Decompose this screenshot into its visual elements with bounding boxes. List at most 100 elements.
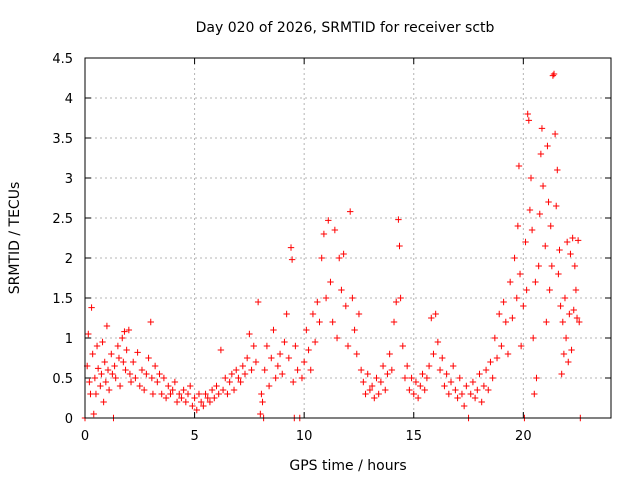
data-point (178, 394, 185, 402)
data-point (250, 342, 257, 350)
data-point (237, 378, 244, 386)
x-tick-label: 5 (190, 429, 198, 444)
data-point (531, 390, 538, 398)
data-point (184, 390, 192, 398)
data-point (485, 386, 492, 394)
data-point (366, 386, 374, 394)
y-tick-label: 1.5 (52, 292, 73, 307)
data-point (322, 294, 330, 302)
data-point (520, 302, 527, 310)
data-point (506, 278, 514, 286)
data-point (542, 242, 549, 250)
data-point (496, 310, 503, 318)
data-point (456, 374, 463, 382)
data-point (566, 310, 573, 318)
data-point (189, 402, 196, 410)
data-point (371, 394, 378, 402)
data-point (434, 338, 442, 346)
data-point (252, 358, 260, 366)
data-point (529, 334, 537, 342)
data-point (482, 366, 490, 374)
data-point (573, 314, 581, 322)
data-point (202, 390, 209, 398)
data-point (219, 386, 227, 394)
data-point (554, 166, 561, 174)
data-point (436, 366, 444, 374)
data-point (309, 310, 317, 318)
data-point (122, 366, 129, 374)
data-point (561, 294, 569, 302)
data-point (143, 370, 150, 378)
data-point (546, 286, 553, 294)
data-point (340, 250, 347, 258)
data-point (211, 394, 218, 402)
data-point (325, 217, 332, 224)
data-point (180, 386, 187, 394)
data-point (171, 378, 179, 386)
x-tick-label: 10 (296, 429, 313, 444)
data-point (158, 390, 165, 398)
series-srmtid (81, 70, 584, 422)
data-point (123, 346, 130, 354)
data-point (182, 398, 190, 406)
y-tick-label: 2 (65, 252, 73, 267)
data-point (307, 366, 314, 374)
data-point (197, 398, 205, 406)
data-point (243, 354, 251, 362)
data-point (261, 366, 268, 374)
data-point (567, 250, 574, 258)
data-point (414, 394, 422, 402)
data-point (397, 294, 404, 302)
data-point (467, 390, 474, 398)
data-point (388, 366, 396, 374)
data-point (98, 370, 105, 378)
data-point (305, 346, 312, 354)
data-point (233, 366, 240, 374)
y-tick-label: 3.5 (52, 132, 73, 147)
data-point (176, 390, 183, 398)
data-point (403, 362, 411, 370)
data-point (300, 358, 308, 366)
data-point (417, 382, 424, 390)
data-point (90, 410, 97, 418)
data-point (276, 350, 284, 358)
data-point (353, 350, 360, 358)
data-point (551, 130, 559, 138)
data-point (270, 326, 277, 334)
data-point (545, 198, 552, 206)
data-point (344, 342, 352, 350)
data-point (562, 334, 570, 342)
data-point (99, 338, 106, 346)
data-point (86, 378, 93, 386)
data-point (204, 394, 211, 402)
data-point (103, 322, 111, 330)
data-point (509, 314, 516, 322)
data-point (114, 342, 122, 350)
data-point (288, 256, 296, 263)
data-point (565, 358, 572, 366)
data-point (327, 278, 334, 286)
data-point (395, 216, 402, 223)
data-point (528, 226, 536, 234)
data-point (522, 238, 529, 246)
data-point (112, 374, 119, 382)
data-point (145, 354, 152, 362)
data-point (222, 374, 229, 382)
data-point (572, 286, 580, 294)
data-point (526, 206, 534, 214)
data-point (489, 374, 496, 382)
data-point (574, 237, 582, 244)
data-point (487, 358, 494, 366)
data-point (349, 294, 356, 302)
data-point (169, 386, 176, 394)
data-point (228, 370, 236, 378)
data-point (160, 374, 168, 382)
data-point (445, 390, 453, 398)
data-point (167, 390, 174, 398)
data-point (217, 346, 225, 354)
data-point (191, 394, 198, 402)
data-point (331, 226, 339, 234)
data-point (226, 378, 233, 386)
data-point (556, 246, 563, 254)
